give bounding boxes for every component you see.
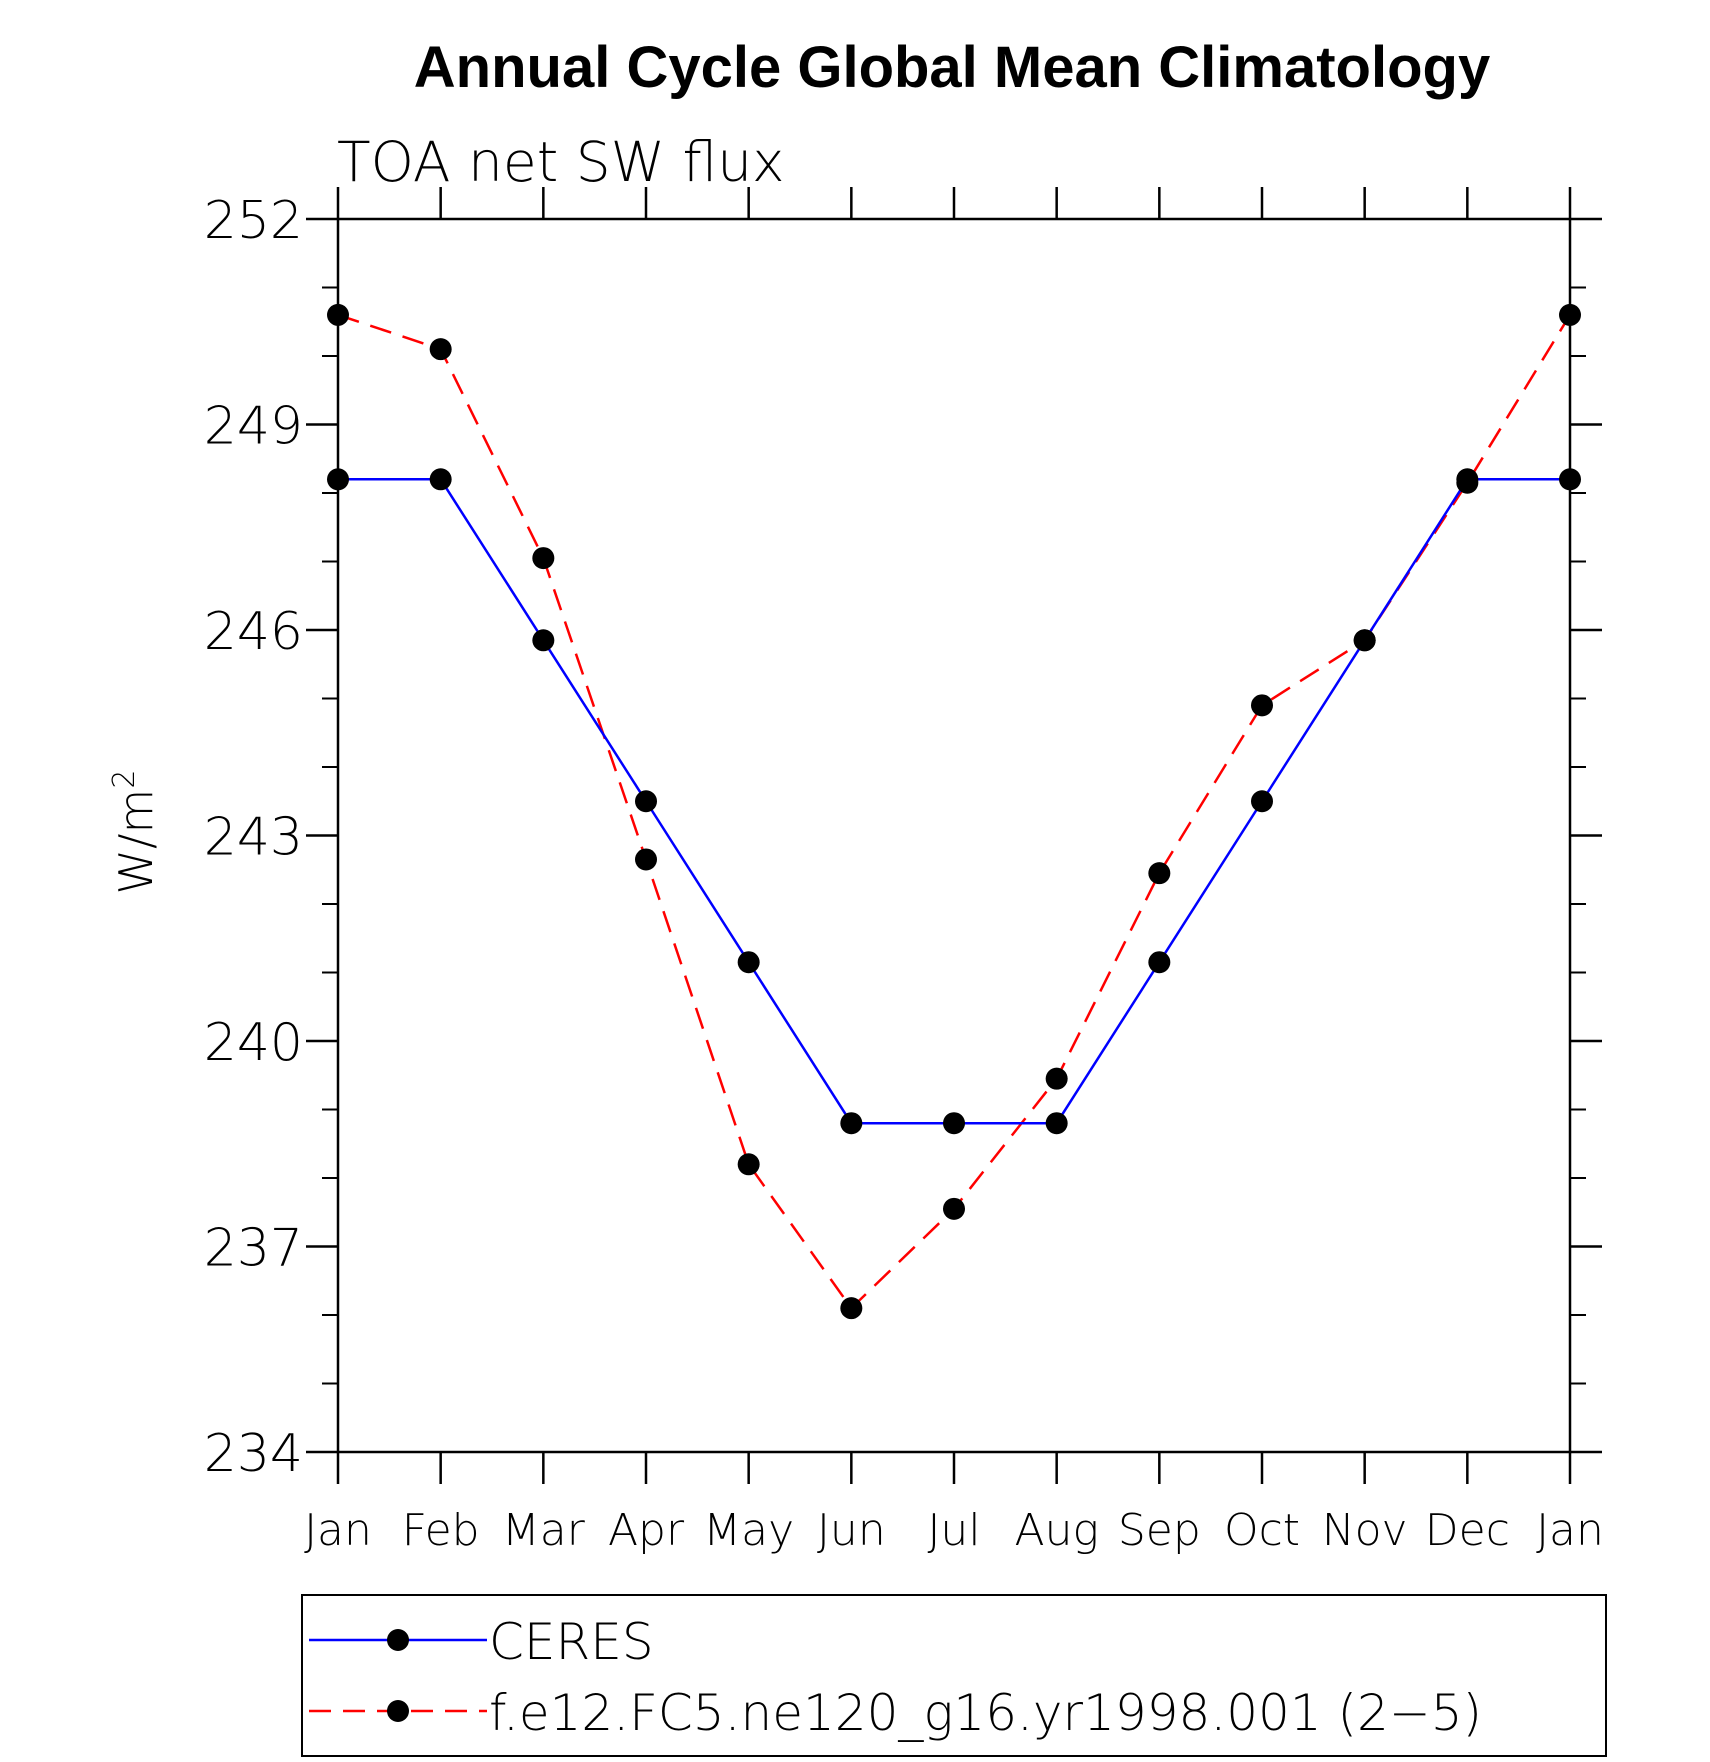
axes: 234 237 240 243 246 249 252 Jan Feb Mar Apr May Jun J… xyxy=(204,187,1604,1556)
x-tick-label: Jan xyxy=(1536,1505,1604,1556)
data-point-ceres xyxy=(1148,951,1171,974)
data-point-model xyxy=(532,547,555,570)
x-tick-label: Nov xyxy=(1322,1505,1408,1556)
y-tick-label: 237 xyxy=(204,1219,303,1279)
y-axis-label: W/m2 xyxy=(107,770,163,895)
y-axis-label-text: W/m xyxy=(109,789,163,895)
data-point-model xyxy=(737,1153,760,1176)
legend-label-ceres: CERES xyxy=(489,1613,654,1671)
y-tick-label: 249 xyxy=(204,397,303,457)
data-point-ceres xyxy=(840,1112,863,1135)
x-tick-label: Apr xyxy=(608,1505,685,1556)
chart-subtitle: TOA net SW flux xyxy=(337,130,785,194)
data-point-model xyxy=(635,848,657,871)
data-point-ceres xyxy=(737,951,760,974)
series-line-model xyxy=(337,313,1572,1311)
x-tick-label: Jan xyxy=(304,1505,372,1556)
data-point-model xyxy=(327,303,349,326)
data-point-ceres xyxy=(1456,468,1479,491)
chart-title: Annual Cycle Global Mean Climatology xyxy=(414,35,1490,100)
data-point-model xyxy=(1559,303,1581,326)
data-point-model xyxy=(1045,1067,1068,1090)
y-axis-label-superscript: 2 xyxy=(107,770,142,789)
data-point-model xyxy=(429,338,452,361)
data-point-ceres xyxy=(327,468,349,491)
data-point-model xyxy=(1251,694,1273,717)
data-point-model xyxy=(840,1297,863,1320)
x-tick-label: Oct xyxy=(1224,1505,1300,1556)
legend-marker-ceres xyxy=(387,1629,409,1651)
data-point-ceres xyxy=(1559,468,1581,491)
data-point-model xyxy=(943,1197,965,1220)
data-point-ceres xyxy=(943,1112,965,1135)
x-tick-label: Mar xyxy=(502,1505,586,1556)
x-tick-label: Aug xyxy=(1014,1505,1098,1556)
legend-label-model: f.e12.FC5.ne120_g16.yr1998.001 (2−5) xyxy=(489,1684,1482,1742)
data-point-ceres xyxy=(1353,629,1376,652)
series-layer xyxy=(327,303,1581,1320)
y-tick-label: 252 xyxy=(204,191,303,251)
data-point-model xyxy=(1148,862,1171,885)
legend-box xyxy=(301,1594,1607,1757)
y-tick-label: 246 xyxy=(204,602,303,662)
plot-frame xyxy=(336,217,1572,1454)
data-point-ceres xyxy=(1251,790,1273,813)
legend-marker-model xyxy=(387,1700,409,1722)
data-point-ceres xyxy=(532,629,555,652)
legend: CERES f.e12.FC5.ne120_g16.yr1998.001 (2−… xyxy=(301,1594,1607,1757)
x-tick-label: Jul xyxy=(927,1505,980,1556)
y-tick-label: 240 xyxy=(204,1013,303,1073)
series-line-ceres xyxy=(338,478,1570,1125)
x-tick-label: May xyxy=(703,1505,794,1556)
data-point-ceres xyxy=(429,468,452,491)
x-tick-label: Feb xyxy=(402,1505,480,1556)
data-point-ceres xyxy=(635,790,657,813)
data-point-ceres xyxy=(1045,1112,1068,1135)
y-tick-label: 243 xyxy=(204,808,303,868)
x-tick-label: Jun xyxy=(817,1505,886,1556)
x-tick-label: Dec xyxy=(1425,1505,1510,1556)
x-tick-label: Sep xyxy=(1118,1505,1201,1556)
y-tick-label: 234 xyxy=(204,1424,303,1484)
